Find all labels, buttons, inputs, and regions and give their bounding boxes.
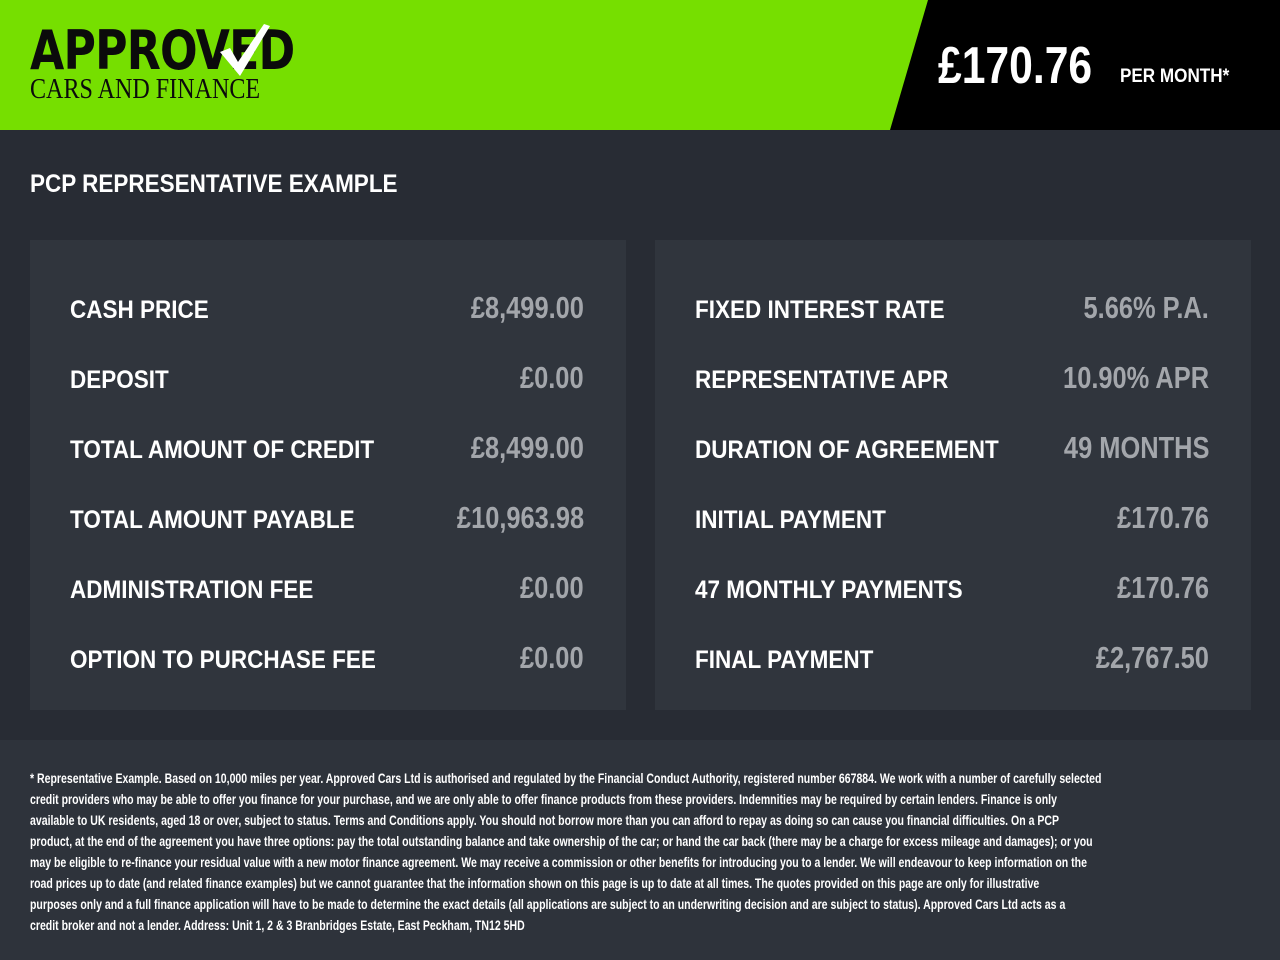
finance-label: TOTAL AMOUNT OF CREDIT [70, 436, 375, 464]
monthly-price: £170.76 [938, 37, 1093, 95]
finance-label: CASH PRICE [70, 296, 209, 324]
finance-value: £8,499.00 [470, 290, 584, 325]
price-banner [890, 0, 1280, 130]
finance-row: 47 MONTHLY PAYMENTS £170.76 [695, 570, 1209, 610]
per-month-label: PER MONTH* [1120, 66, 1230, 87]
finance-label: FIXED INTEREST RATE [695, 296, 945, 324]
disclaimer-line: purposes only and a full finance applica… [30, 897, 1066, 912]
finance-value: £2,767.50 [1095, 640, 1209, 675]
finance-row: REPRESENTATIVE APR 10.90% APR [695, 360, 1209, 400]
finance-value: 10.90% APR [1062, 360, 1209, 395]
finance-row: INITIAL PAYMENT £170.76 [695, 500, 1209, 540]
finance-value: £0.00 [520, 360, 584, 395]
finance-value: £170.76 [1117, 500, 1209, 535]
finance-value: £8,499.00 [470, 430, 584, 465]
finance-value: £10,963.98 [456, 500, 584, 535]
finance-row: DURATION OF AGREEMENT 49 MONTHS [695, 430, 1209, 470]
finance-row: FIXED INTEREST RATE 5.66% P.A. [695, 290, 1209, 330]
checkmark-icon [220, 24, 270, 76]
finance-label: REPRESENTATIVE APR [695, 366, 949, 394]
finance-label: OPTION TO PURCHASE FEE [70, 646, 376, 674]
disclaimer-line: road prices up to date (and related fina… [30, 876, 1040, 891]
finance-row: TOTAL AMOUNT PAYABLE £10,963.98 [70, 500, 584, 540]
page-title: PCP REPRESENTATIVE EXAMPLE [30, 170, 398, 198]
finance-row: DEPOSIT £0.00 [70, 360, 584, 400]
finance-label: DURATION OF AGREEMENT [695, 436, 999, 464]
finance-value: £0.00 [520, 570, 584, 605]
finance-label: INITIAL PAYMENT [695, 506, 886, 534]
right-panel: FIXED INTEREST RATE 5.66% P.A. REPRESENTAT… [655, 240, 1251, 710]
disclaimer: * Representative Example. Based on 10,00… [0, 740, 1280, 960]
finance-label: ADMINISTRATION FEE [70, 576, 314, 604]
disclaimer-line: product, at the end of the agreement you… [30, 834, 1093, 849]
finance-value: £170.76 [1117, 570, 1209, 605]
finance-row: FINAL PAYMENT £2,767.50 [695, 640, 1209, 680]
logo-subtitle: CARS AND FINANCE [30, 74, 261, 105]
finance-label: TOTAL AMOUNT PAYABLE [70, 506, 355, 534]
left-panel: CASH PRICE £8,499.00 DEPOSIT £0.00 TOTAL AMO… [30, 240, 626, 710]
logo: APPROVED CARS AND FINANCE [30, 22, 353, 104]
finance-row: OPTION TO PURCHASE FEE £0.00 [70, 640, 584, 680]
finance-value: 49 MONTHS [1063, 430, 1209, 465]
finance-label: 47 MONTHLY PAYMENTS [695, 576, 963, 604]
finance-value: £0.00 [520, 640, 584, 675]
finance-label: DEPOSIT [70, 366, 169, 394]
finance-row: ADMINISTRATION FEE £0.00 [70, 570, 584, 610]
disclaimer-line: credit providers who may be able to offe… [30, 792, 1057, 807]
finance-label: FINAL PAYMENT [695, 646, 874, 674]
disclaimer-line: available to UK residents, aged 18 or ov… [30, 813, 1060, 828]
disclaimer-line: may be eligible to re-finance your resid… [30, 855, 1087, 870]
finance-row: TOTAL AMOUNT OF CREDIT £8,499.00 [70, 430, 584, 470]
disclaimer-line: credit broker and not a lender. Address:… [30, 918, 525, 933]
finance-row: CASH PRICE £8,499.00 [70, 290, 584, 330]
finance-value: 5.66% P.A. [1083, 290, 1209, 325]
disclaimer-line: * Representative Example. Based on 10,00… [30, 771, 1102, 786]
